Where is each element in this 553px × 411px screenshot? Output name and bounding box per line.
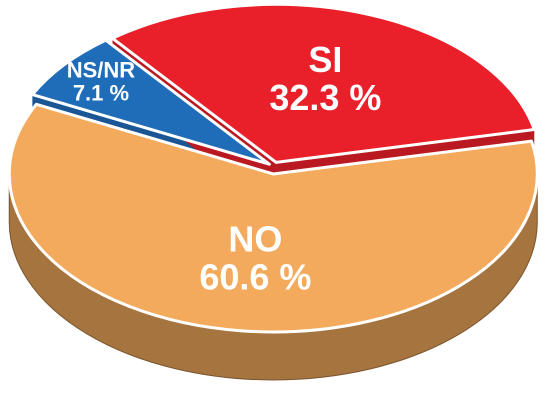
- slice-value-label: 32.3 %: [269, 77, 381, 118]
- slice-value-label: 60.6 %: [199, 257, 311, 298]
- slice: [7, 102, 539, 334]
- slice-category: NO: [228, 219, 282, 260]
- slice: [30, 38, 271, 166]
- slice-tops: [7, 2, 539, 334]
- slice: [110, 2, 536, 164]
- slice-category: NS/NR: [67, 58, 136, 83]
- slice-category: SI: [308, 39, 342, 80]
- slice-value-label: 7.1 %: [73, 81, 129, 106]
